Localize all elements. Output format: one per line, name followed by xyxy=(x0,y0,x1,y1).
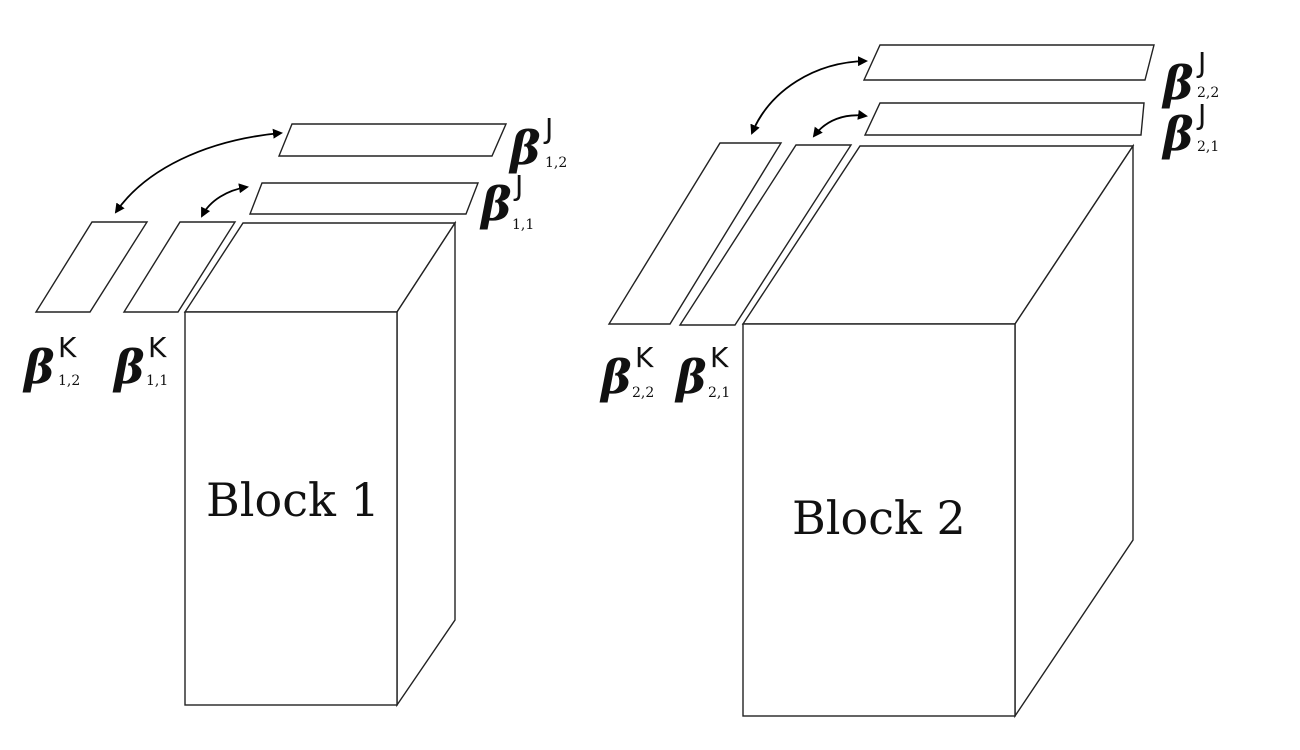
block-1-beta-k-11-slab xyxy=(122,221,237,313)
svg-text:β: β xyxy=(508,121,541,175)
svg-text:β: β xyxy=(1161,107,1194,161)
label-beta-k-1-1: β K 1,1 xyxy=(112,331,168,394)
block-2-beta-k-22-slab xyxy=(607,142,783,325)
svg-text:K: K xyxy=(58,331,77,364)
label-beta-k-2-2: β K 2,2 xyxy=(599,341,654,404)
label-beta-j-1-2: β J 1,2 xyxy=(508,112,567,175)
svg-text:2,1: 2,1 xyxy=(1197,139,1219,155)
svg-text:β: β xyxy=(479,177,512,231)
svg-text:J: J xyxy=(513,169,523,202)
block-2: Block 2 β J 2,2 β J 2,1 β K 2,2 β K xyxy=(599,44,1219,719)
svg-text:K: K xyxy=(148,331,167,364)
svg-text:J: J xyxy=(543,112,553,145)
block-1: Block 1 β J 1,2 β J 1,1 β K 1,2 β K xyxy=(22,112,567,708)
block-2-arrow-21 xyxy=(812,109,868,138)
svg-text:1,2: 1,2 xyxy=(545,155,567,171)
svg-text:β: β xyxy=(22,340,55,394)
svg-text:2,1: 2,1 xyxy=(708,385,730,401)
block-2-beta-j-22-slab xyxy=(862,44,1155,81)
block-2-label: Block 2 xyxy=(792,491,966,545)
label-beta-k-2-1: β K 2,1 xyxy=(674,341,730,404)
svg-text:K: K xyxy=(710,341,729,374)
block-2-front-face xyxy=(742,323,1016,717)
svg-text:β: β xyxy=(674,350,707,404)
block-1-front-face xyxy=(184,311,398,706)
svg-text:1,2: 1,2 xyxy=(58,373,80,389)
label-beta-k-1-2: β K 1,2 xyxy=(22,331,80,394)
block-1-beta-j-12-slab xyxy=(277,123,508,157)
svg-text:β: β xyxy=(112,340,145,394)
svg-text:1,1: 1,1 xyxy=(146,373,168,389)
svg-text:2,2: 2,2 xyxy=(632,385,654,401)
svg-text:J: J xyxy=(1196,98,1206,131)
block-2-beta-k-21-slab xyxy=(678,144,853,326)
block-1-label: Block 1 xyxy=(206,473,380,527)
block-1-arrow-12 xyxy=(114,128,283,214)
block-2-beta-j-21-slab xyxy=(863,102,1145,136)
svg-text:1,1: 1,1 xyxy=(512,217,534,233)
svg-text:2,2: 2,2 xyxy=(1197,85,1219,101)
svg-text:K: K xyxy=(635,341,654,374)
block-1-beta-j-11-slab xyxy=(248,182,480,215)
svg-text:β: β xyxy=(1161,56,1194,110)
label-beta-j-2-2: β J 2,2 xyxy=(1161,46,1219,110)
block-2-arrow-22 xyxy=(750,56,868,135)
block-1-beta-k-12-slab xyxy=(34,221,149,313)
label-beta-j-1-1: β J 1,1 xyxy=(479,169,534,233)
svg-text:β: β xyxy=(599,350,632,404)
block-1-arrow-11 xyxy=(201,183,249,218)
label-beta-j-2-1: β J 2,1 xyxy=(1161,98,1219,161)
svg-text:J: J xyxy=(1196,46,1206,79)
